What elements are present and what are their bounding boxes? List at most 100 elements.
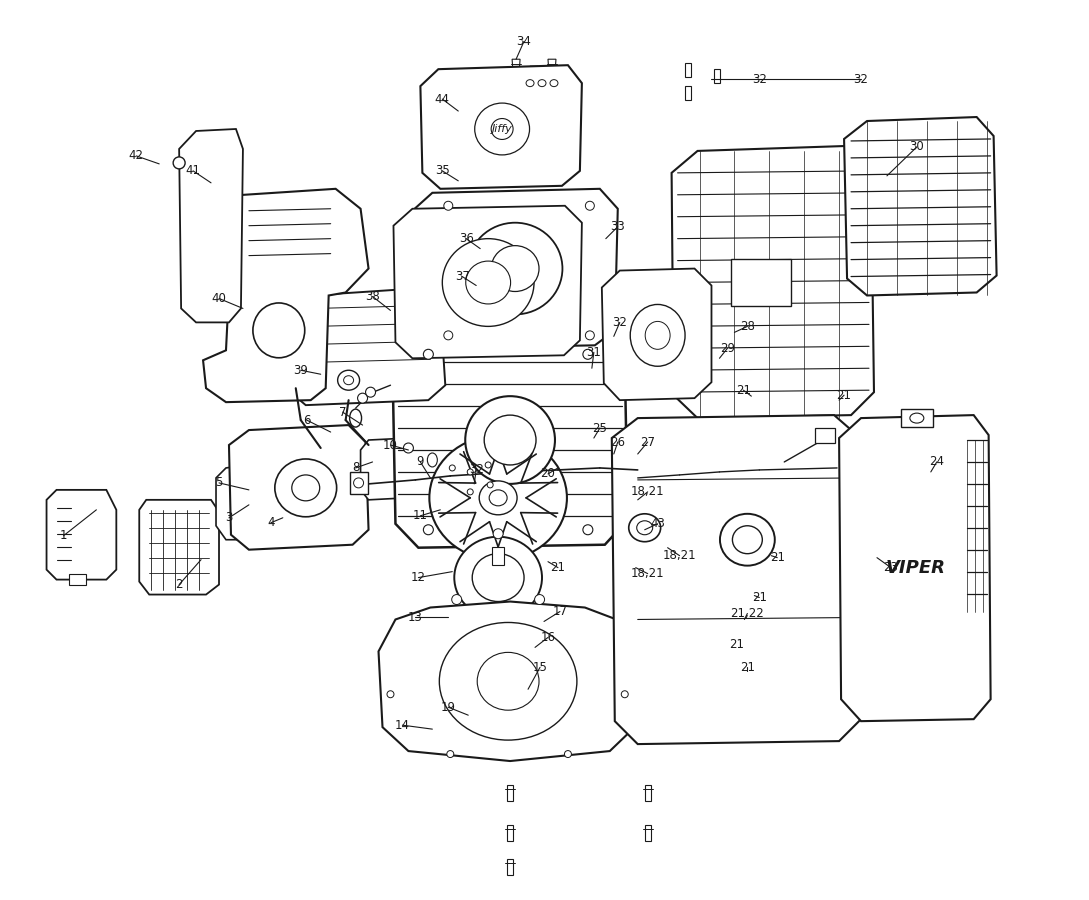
- Ellipse shape: [645, 352, 651, 359]
- Ellipse shape: [292, 475, 320, 500]
- Polygon shape: [840, 415, 991, 721]
- Text: 21: 21: [739, 661, 755, 674]
- Text: 15: 15: [533, 661, 548, 674]
- Polygon shape: [379, 601, 638, 761]
- Text: 20: 20: [540, 467, 555, 481]
- Ellipse shape: [621, 691, 628, 698]
- Ellipse shape: [234, 492, 244, 504]
- Text: 28: 28: [739, 320, 755, 333]
- Text: 19: 19: [441, 701, 456, 714]
- Bar: [901, 410, 933, 427]
- Text: 12: 12: [411, 572, 426, 584]
- Text: 21: 21: [770, 551, 785, 564]
- Text: 24: 24: [929, 455, 944, 469]
- Ellipse shape: [249, 492, 260, 504]
- Text: 44: 44: [435, 93, 450, 105]
- Text: 29: 29: [720, 342, 735, 355]
- Ellipse shape: [486, 462, 491, 468]
- Text: VIPER: VIPER: [885, 559, 946, 577]
- Polygon shape: [393, 206, 582, 358]
- Text: 21: 21: [550, 561, 565, 574]
- Ellipse shape: [439, 623, 577, 740]
- Text: 18,21: 18,21: [631, 567, 664, 580]
- Text: 9: 9: [417, 455, 424, 469]
- Polygon shape: [179, 129, 243, 322]
- Ellipse shape: [720, 514, 774, 565]
- Bar: [816, 428, 835, 443]
- Text: 10: 10: [383, 438, 397, 452]
- Ellipse shape: [631, 304, 685, 366]
- Text: 35: 35: [435, 165, 450, 177]
- Ellipse shape: [550, 79, 558, 86]
- Ellipse shape: [583, 525, 592, 535]
- Ellipse shape: [645, 321, 670, 349]
- Polygon shape: [714, 69, 721, 83]
- Ellipse shape: [645, 369, 651, 375]
- Polygon shape: [139, 500, 219, 595]
- Ellipse shape: [173, 157, 185, 169]
- Ellipse shape: [477, 652, 539, 710]
- Text: 26: 26: [610, 436, 625, 448]
- Ellipse shape: [466, 261, 511, 304]
- Text: 3: 3: [225, 511, 233, 525]
- Polygon shape: [645, 785, 650, 801]
- Ellipse shape: [234, 474, 244, 486]
- Ellipse shape: [473, 554, 524, 601]
- Ellipse shape: [249, 509, 260, 522]
- Ellipse shape: [253, 303, 305, 358]
- Text: 32: 32: [751, 73, 767, 86]
- Text: 32: 32: [612, 316, 627, 328]
- Ellipse shape: [535, 595, 544, 605]
- Polygon shape: [283, 289, 445, 405]
- Text: 37: 37: [455, 270, 469, 283]
- Text: 18,21: 18,21: [631, 485, 664, 499]
- Ellipse shape: [454, 536, 542, 618]
- Bar: [732, 258, 792, 306]
- Text: 30: 30: [909, 140, 925, 153]
- Ellipse shape: [491, 119, 513, 140]
- Polygon shape: [685, 63, 690, 77]
- Ellipse shape: [583, 349, 592, 359]
- Text: 21: 21: [729, 638, 744, 651]
- Ellipse shape: [564, 751, 572, 758]
- Text: 16: 16: [540, 631, 555, 644]
- Text: 5: 5: [216, 476, 222, 490]
- Ellipse shape: [475, 104, 529, 155]
- Ellipse shape: [586, 202, 595, 211]
- Text: 39: 39: [293, 364, 308, 377]
- Bar: [492, 546, 504, 564]
- Ellipse shape: [403, 443, 414, 453]
- Text: 21,22: 21,22: [731, 607, 764, 620]
- Text: 17: 17: [552, 605, 567, 618]
- Ellipse shape: [274, 459, 337, 517]
- Ellipse shape: [427, 453, 438, 467]
- Ellipse shape: [429, 436, 567, 560]
- Text: 1: 1: [60, 529, 68, 542]
- Text: 14: 14: [395, 718, 409, 732]
- Ellipse shape: [444, 331, 453, 340]
- Ellipse shape: [538, 79, 546, 86]
- Ellipse shape: [234, 509, 244, 522]
- Ellipse shape: [468, 222, 562, 314]
- Text: 8: 8: [352, 462, 359, 474]
- Text: Jiffy: Jiffy: [492, 124, 513, 134]
- Ellipse shape: [357, 393, 368, 403]
- Ellipse shape: [467, 469, 474, 475]
- Ellipse shape: [586, 331, 595, 340]
- Text: 18,21: 18,21: [663, 549, 696, 562]
- Ellipse shape: [487, 482, 493, 488]
- Text: 4: 4: [267, 517, 274, 529]
- Polygon shape: [229, 425, 368, 550]
- Ellipse shape: [479, 481, 517, 515]
- Text: 21: 21: [751, 591, 767, 604]
- Text: 2: 2: [175, 578, 183, 591]
- Ellipse shape: [526, 79, 534, 86]
- Text: 21: 21: [836, 389, 852, 401]
- Ellipse shape: [467, 489, 474, 495]
- Polygon shape: [612, 415, 861, 744]
- Text: 6: 6: [303, 414, 310, 427]
- Text: 11: 11: [413, 509, 428, 522]
- Ellipse shape: [444, 202, 453, 211]
- Ellipse shape: [489, 490, 507, 506]
- Polygon shape: [216, 462, 276, 540]
